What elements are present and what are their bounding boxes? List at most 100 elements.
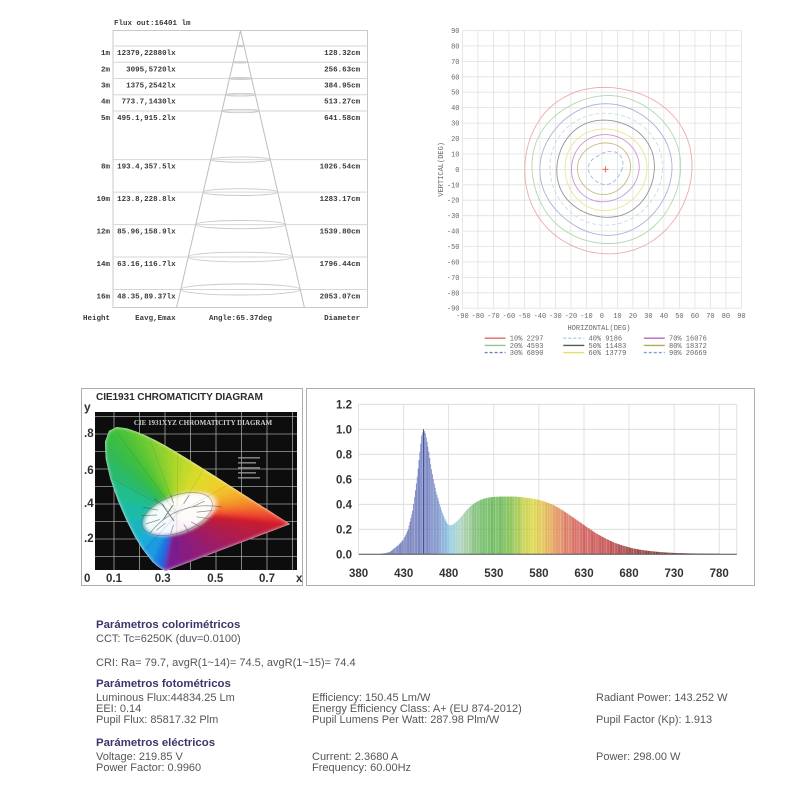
svg-text:1283.17cm: 1283.17cm bbox=[320, 196, 361, 204]
svg-text:430: 430 bbox=[394, 568, 413, 580]
svg-text:30: 30 bbox=[451, 121, 459, 129]
svg-text:CIE 1931XYZ CHROMATICITY DIAGR: CIE 1931XYZ CHROMATICITY DIAGRAM bbox=[134, 419, 273, 427]
svg-text:4m: 4m bbox=[101, 99, 111, 107]
svg-text:40: 40 bbox=[451, 105, 459, 113]
svg-text:-70: -70 bbox=[447, 275, 460, 283]
svg-text:3m: 3m bbox=[101, 83, 111, 91]
svg-text:12379,22880lx: 12379,22880lx bbox=[117, 50, 176, 58]
svg-text:50% 11483: 50% 11483 bbox=[589, 343, 627, 351]
svg-text:VERTICAL(DEG): VERTICAL(DEG) bbox=[438, 142, 446, 197]
svg-text:730: 730 bbox=[665, 568, 684, 580]
svg-text:70: 70 bbox=[706, 313, 714, 321]
svg-text:256.63cm: 256.63cm bbox=[324, 66, 361, 74]
svg-text:80: 80 bbox=[722, 313, 730, 321]
svg-text:50: 50 bbox=[675, 313, 683, 321]
svg-text:773.7,1430lx: 773.7,1430lx bbox=[122, 99, 177, 107]
svg-text:-40: -40 bbox=[447, 229, 460, 237]
svg-text:Angle:65.37deg: Angle:65.37deg bbox=[209, 315, 273, 323]
svg-text:-50: -50 bbox=[518, 313, 531, 321]
svg-text:8m: 8m bbox=[101, 164, 111, 172]
svg-text:1375,2542lx: 1375,2542lx bbox=[126, 83, 176, 91]
svg-text:80: 80 bbox=[451, 43, 459, 51]
svg-text:10m: 10m bbox=[96, 196, 110, 204]
svg-text:193.4,357.5lx: 193.4,357.5lx bbox=[117, 164, 176, 172]
svg-text:10: 10 bbox=[451, 151, 459, 159]
svg-text:-80: -80 bbox=[447, 290, 460, 298]
svg-text:-90: -90 bbox=[447, 306, 460, 314]
svg-text:0.4: 0.4 bbox=[336, 499, 353, 511]
svg-text:-10: -10 bbox=[580, 313, 593, 321]
svg-text:1.2: 1.2 bbox=[336, 399, 352, 411]
svg-text:40: 40 bbox=[660, 313, 668, 321]
svg-text:Eavg,Emax: Eavg,Emax bbox=[135, 315, 176, 323]
svg-text:1.0: 1.0 bbox=[336, 424, 352, 436]
svg-text:480: 480 bbox=[439, 568, 458, 580]
svg-text:-30: -30 bbox=[447, 213, 460, 221]
svg-text:530: 530 bbox=[484, 568, 503, 580]
svg-text:63.16,116.7lx: 63.16,116.7lx bbox=[117, 261, 176, 269]
svg-text:1796.44cm: 1796.44cm bbox=[320, 261, 361, 269]
svg-text:1m: 1m bbox=[101, 50, 111, 58]
svg-text:513.27cm: 513.27cm bbox=[324, 99, 361, 107]
svg-text:40% 9186: 40% 9186 bbox=[589, 336, 623, 344]
svg-text:2053.07cm: 2053.07cm bbox=[320, 294, 361, 302]
svg-text:90: 90 bbox=[737, 313, 745, 321]
svg-text:1026.54cm: 1026.54cm bbox=[320, 164, 361, 172]
svg-text:Flux out:16401 lm: Flux out:16401 lm bbox=[114, 20, 191, 28]
svg-text:10% 2297: 10% 2297 bbox=[510, 336, 544, 344]
svg-text:16m: 16m bbox=[96, 294, 110, 302]
svg-text:-80: -80 bbox=[472, 313, 485, 321]
svg-text:128.32cm: 128.32cm bbox=[324, 50, 361, 58]
svg-text:380: 380 bbox=[349, 568, 368, 580]
svg-text:-20: -20 bbox=[565, 313, 578, 321]
svg-text:680: 680 bbox=[619, 568, 638, 580]
svg-text:580: 580 bbox=[529, 568, 548, 580]
svg-text:50: 50 bbox=[451, 90, 459, 98]
svg-text:Diameter: Diameter bbox=[324, 315, 360, 323]
svg-text:0.2: 0.2 bbox=[336, 524, 352, 536]
svg-text:85.96,158.9lx: 85.96,158.9lx bbox=[117, 229, 176, 237]
svg-text:2m: 2m bbox=[101, 66, 111, 74]
svg-text:641.58cm: 641.58cm bbox=[324, 115, 361, 123]
svg-text:70: 70 bbox=[451, 59, 459, 67]
svg-text:5m: 5m bbox=[101, 115, 111, 123]
svg-text:630: 630 bbox=[574, 568, 593, 580]
svg-text:12m: 12m bbox=[96, 229, 110, 237]
svg-text:80% 18372: 80% 18372 bbox=[669, 343, 707, 351]
svg-text:-20: -20 bbox=[447, 198, 460, 206]
svg-text:0.8: 0.8 bbox=[336, 449, 353, 461]
svg-text:30% 6890: 30% 6890 bbox=[510, 350, 544, 358]
svg-text:10: 10 bbox=[613, 313, 621, 321]
svg-text:1539.80cm: 1539.80cm bbox=[320, 229, 361, 237]
svg-text:60% 13779: 60% 13779 bbox=[589, 350, 627, 358]
svg-text:0: 0 bbox=[600, 313, 604, 321]
svg-text:780: 780 bbox=[710, 568, 729, 580]
svg-text:20: 20 bbox=[451, 136, 459, 144]
svg-text:-10: -10 bbox=[447, 182, 460, 190]
svg-text:-70: -70 bbox=[487, 313, 500, 321]
svg-text:495.1,915.2lx: 495.1,915.2lx bbox=[117, 115, 176, 123]
svg-text:-60: -60 bbox=[503, 313, 516, 321]
svg-text:3095,5720lx: 3095,5720lx bbox=[126, 66, 176, 74]
svg-text:90: 90 bbox=[451, 28, 459, 36]
svg-text:20% 4593: 20% 4593 bbox=[510, 343, 544, 351]
svg-text:60: 60 bbox=[451, 74, 459, 82]
svg-text:20: 20 bbox=[629, 313, 637, 321]
svg-text:0.6: 0.6 bbox=[336, 474, 352, 486]
svg-text:-40: -40 bbox=[534, 313, 547, 321]
svg-text:-30: -30 bbox=[549, 313, 562, 321]
svg-text:70% 16076: 70% 16076 bbox=[669, 336, 707, 344]
svg-text:384.95cm: 384.95cm bbox=[324, 83, 361, 91]
svg-text:0: 0 bbox=[455, 167, 459, 175]
svg-text:-50: -50 bbox=[447, 244, 460, 252]
svg-text:-60: -60 bbox=[447, 259, 460, 267]
svg-text:30: 30 bbox=[644, 313, 652, 321]
svg-text:HORIZONTAL(DEG): HORIZONTAL(DEG) bbox=[567, 325, 630, 333]
svg-text:14m: 14m bbox=[96, 261, 110, 269]
svg-text:48.35,89.37lx: 48.35,89.37lx bbox=[117, 294, 176, 302]
svg-text:90% 20669: 90% 20669 bbox=[669, 350, 707, 358]
svg-text:-90: -90 bbox=[456, 313, 469, 321]
svg-text:60: 60 bbox=[691, 313, 699, 321]
svg-text:123.8,228.8lx: 123.8,228.8lx bbox=[117, 196, 176, 204]
svg-text:Height: Height bbox=[83, 315, 110, 323]
